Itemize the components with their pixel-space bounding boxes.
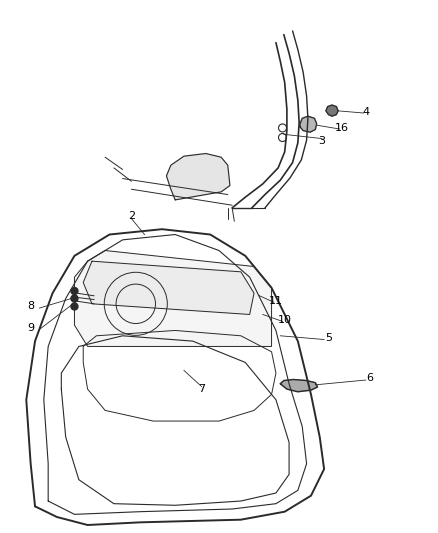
Polygon shape [166, 154, 230, 200]
Circle shape [71, 295, 78, 302]
Polygon shape [300, 116, 317, 132]
Polygon shape [280, 379, 318, 392]
Polygon shape [326, 105, 338, 116]
Text: 6: 6 [367, 374, 374, 383]
Text: 7: 7 [198, 384, 205, 394]
Text: 5: 5 [325, 334, 332, 343]
Polygon shape [83, 261, 254, 314]
Text: 2: 2 [128, 211, 135, 221]
Text: 8: 8 [27, 302, 34, 311]
Text: 9: 9 [27, 323, 34, 333]
Circle shape [71, 287, 78, 295]
Polygon shape [74, 251, 272, 346]
Text: 4: 4 [362, 107, 369, 117]
Text: 11: 11 [269, 296, 283, 306]
Text: 16: 16 [335, 123, 349, 133]
Text: 10: 10 [278, 315, 292, 325]
Circle shape [71, 303, 78, 310]
Text: 3: 3 [318, 136, 325, 146]
